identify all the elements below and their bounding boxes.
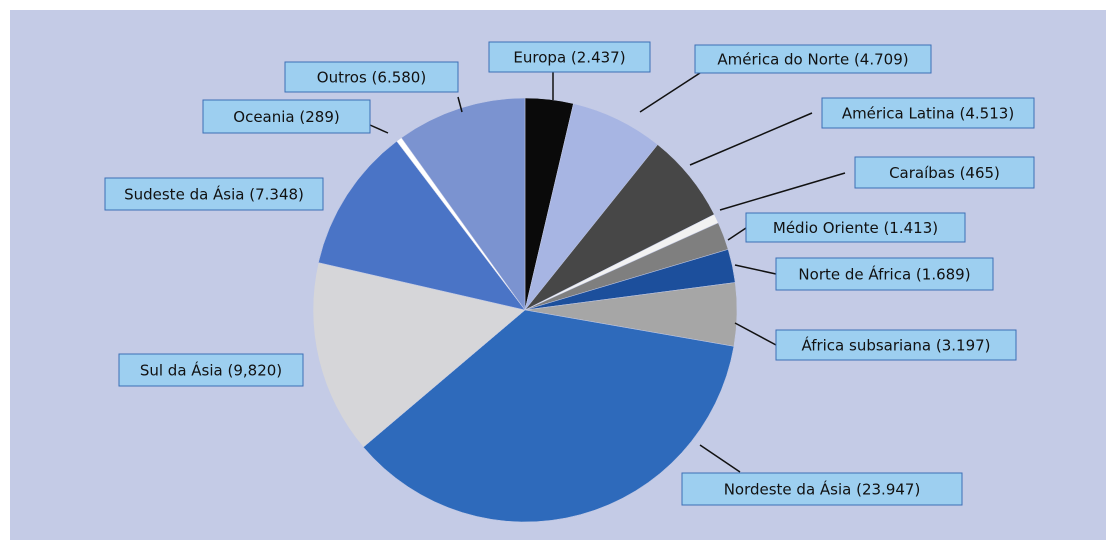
slice-label: África subsariana (3.197) (801, 336, 990, 355)
label-box (775, 257, 994, 291)
slice-label: Outros (6.580) (317, 69, 426, 87)
label-box (821, 97, 1035, 129)
label-box (118, 353, 304, 387)
slice-label: Caraíbas (465) (889, 164, 1000, 182)
slice-label: América do Norte (4.709) (717, 51, 908, 69)
leader-line (689, 112, 813, 166)
leader-line (734, 264, 777, 275)
label-box (694, 44, 932, 74)
label-box (284, 61, 459, 93)
leader-line (457, 96, 463, 113)
leader-line (639, 72, 701, 113)
label-box (775, 329, 1017, 361)
label-box (854, 156, 1035, 189)
label-box (104, 177, 324, 211)
label-box (488, 41, 651, 73)
slice-label: Sudeste da Ásia (7.348) (124, 185, 304, 204)
slice-label: Norte de África (1.689) (798, 265, 970, 284)
leader-line (369, 124, 389, 134)
leader-line (719, 172, 846, 211)
slice-label: América Latina (4.513) (842, 105, 1014, 123)
slice-label: Sul da Ásia (9,820) (140, 361, 282, 380)
leader-line (699, 444, 741, 473)
pie-slice (401, 97, 526, 311)
leader-line (734, 322, 777, 346)
label-box (202, 99, 371, 134)
pie-slice (318, 140, 526, 311)
pie-slice (312, 262, 526, 448)
label-box (681, 472, 963, 506)
pie-slice (362, 309, 735, 523)
slice-label: Nordeste da Ásia (23.947) (724, 480, 921, 499)
slice-label: Médio Oriente (1.413) (773, 219, 938, 237)
leader-line (727, 227, 747, 241)
slice-label: Europa (2.437) (513, 49, 625, 67)
label-box (745, 212, 966, 243)
slice-label: Oceania (289) (233, 108, 339, 126)
